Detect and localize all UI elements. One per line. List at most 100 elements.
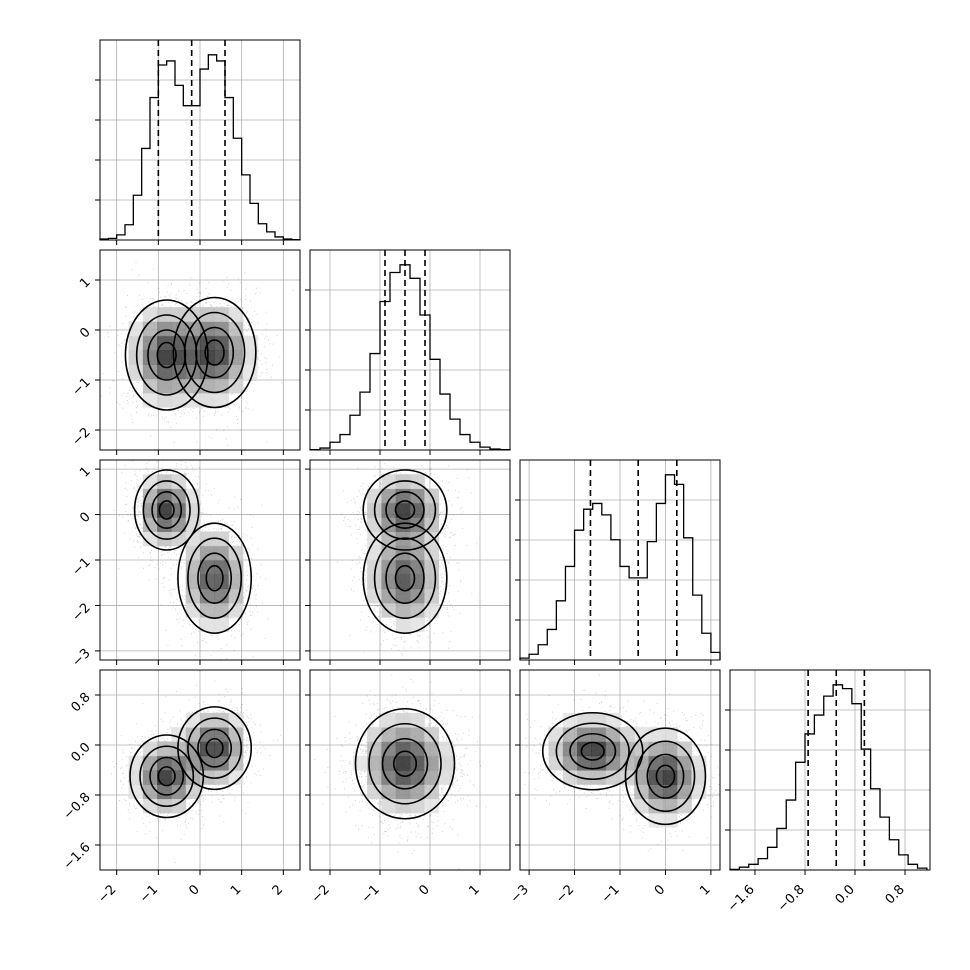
histogram-panel-3 <box>725 669 931 871</box>
density-cell <box>367 560 382 575</box>
x-tick-label: −2 <box>95 882 119 906</box>
x-tick-label: 1 <box>697 882 713 898</box>
density-cell <box>424 602 440 618</box>
density-cell <box>677 770 692 785</box>
contour-line <box>205 564 224 592</box>
scatter-panel-0-3 <box>99 669 301 871</box>
contour-line <box>569 732 617 770</box>
density-cell <box>424 770 440 785</box>
density-cell <box>410 755 425 771</box>
contour-line <box>139 745 195 808</box>
contour-line <box>655 764 676 788</box>
histogram-step-2 <box>519 474 721 660</box>
density-cell <box>214 617 230 632</box>
x-tick-label: −2 <box>309 882 333 906</box>
x-tick-label: 1 <box>228 882 244 898</box>
density-cell <box>634 798 650 814</box>
density-cell <box>648 798 664 814</box>
y-tick-label: 0 <box>77 325 93 341</box>
contour-line <box>158 500 175 520</box>
density-cell <box>228 770 244 785</box>
density-cell <box>185 321 201 337</box>
x-tick-label: 0.8 <box>883 882 908 907</box>
histogram-step-3 <box>729 684 928 871</box>
density-cell <box>142 755 158 771</box>
contour-line <box>197 552 233 604</box>
density-cell <box>214 588 230 604</box>
density-cell <box>157 321 172 337</box>
density-cell <box>395 574 411 590</box>
density-cell <box>214 545 230 561</box>
y-tick-label: −1 <box>69 375 93 399</box>
density-cell <box>214 712 230 728</box>
density-cell <box>381 545 397 561</box>
contour-line <box>385 491 425 529</box>
density-cell <box>185 784 201 800</box>
density-cell <box>157 392 172 408</box>
density-cell <box>591 712 607 728</box>
density-cell <box>185 574 201 590</box>
density-cell <box>214 727 230 742</box>
density-cell <box>142 502 158 518</box>
density-cell <box>562 770 578 785</box>
density-cell <box>367 784 382 800</box>
density-cell <box>142 741 158 757</box>
density-cell <box>424 574 440 590</box>
contour-line <box>394 500 416 520</box>
density-cell <box>395 712 411 728</box>
contour-line <box>172 296 257 409</box>
density-cell <box>200 392 215 408</box>
density-cell <box>200 574 215 590</box>
y-tick-label: 0.0 <box>68 740 93 765</box>
density-cell <box>605 770 621 785</box>
density-cell <box>142 784 158 800</box>
contour-line <box>373 537 437 619</box>
density-cell <box>438 741 454 757</box>
density-cell <box>171 784 187 800</box>
density-cell <box>142 307 158 322</box>
contour-line <box>124 299 209 411</box>
density-cell <box>128 335 144 351</box>
scatter-panel-1-3 <box>309 669 511 871</box>
density-cell <box>242 364 258 380</box>
histogram-panel-2 <box>515 459 721 661</box>
density-cell <box>214 602 230 618</box>
density-cell <box>200 545 215 561</box>
density-cell <box>157 784 172 800</box>
density-cell <box>142 378 158 394</box>
density-cell <box>228 335 244 351</box>
density-cell <box>367 517 382 532</box>
x-tick-label: 0.0 <box>833 882 858 907</box>
y-tick-label: 1 <box>77 275 93 291</box>
axes-frame <box>309 249 511 451</box>
density-cell <box>228 602 244 618</box>
y-tick-label: −1 <box>69 555 93 579</box>
density-cell <box>157 350 172 365</box>
density-cell <box>424 798 440 814</box>
density-cell <box>395 602 411 618</box>
density-cell <box>648 812 664 828</box>
density-cell <box>381 798 397 814</box>
density-cell <box>214 350 230 365</box>
contour-line <box>151 491 183 529</box>
contour-line <box>205 737 224 759</box>
scatter-panel-0-2 <box>99 459 301 661</box>
x-tick-label: −3 <box>508 882 532 906</box>
density-cell <box>242 350 258 365</box>
x-tick-label: −1 <box>359 882 383 906</box>
density-cell <box>381 784 397 800</box>
contour-line <box>142 480 191 540</box>
density-cell <box>214 364 230 380</box>
density-cell <box>662 755 678 771</box>
y-tick-label: −2 <box>69 601 93 625</box>
density-cell <box>228 574 244 590</box>
density-cell <box>577 770 592 785</box>
density-cell <box>662 741 678 757</box>
density-cell <box>634 727 650 742</box>
density-cell <box>200 741 215 757</box>
x-tick-label: 0 <box>186 882 202 898</box>
y-tick-label: −2 <box>69 425 93 449</box>
scatter-panel-2-3 <box>519 669 721 871</box>
y-tick-label: −3 <box>69 646 93 670</box>
density-cell <box>677 798 692 814</box>
